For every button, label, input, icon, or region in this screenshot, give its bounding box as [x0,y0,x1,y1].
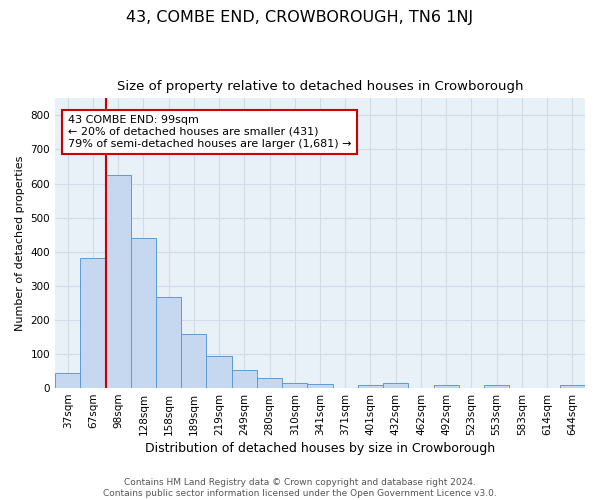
Y-axis label: Number of detached properties: Number of detached properties [15,156,25,331]
Bar [282,383,307,388]
Text: Contains HM Land Registry data © Crown copyright and database right 2024.
Contai: Contains HM Land Registry data © Crown c… [103,478,497,498]
Bar [181,334,206,388]
Bar [232,370,257,388]
Bar [307,384,332,388]
Bar [206,356,232,388]
Bar [106,175,131,388]
Text: 43 COMBE END: 99sqm
← 20% of detached houses are smaller (431)
79% of semi-detac: 43 COMBE END: 99sqm ← 20% of detached ho… [68,116,351,148]
Title: Size of property relative to detached houses in Crowborough: Size of property relative to detached ho… [117,80,523,93]
Bar [484,384,509,388]
Bar [383,383,409,388]
X-axis label: Distribution of detached houses by size in Crowborough: Distribution of detached houses by size … [145,442,495,455]
Bar [55,372,80,388]
Bar [257,378,282,388]
Bar [156,296,181,388]
Bar [560,386,585,388]
Bar [434,384,459,388]
Bar [358,384,383,388]
Text: 43, COMBE END, CROWBOROUGH, TN6 1NJ: 43, COMBE END, CROWBOROUGH, TN6 1NJ [127,10,473,25]
Bar [131,238,156,388]
Bar [80,258,106,388]
